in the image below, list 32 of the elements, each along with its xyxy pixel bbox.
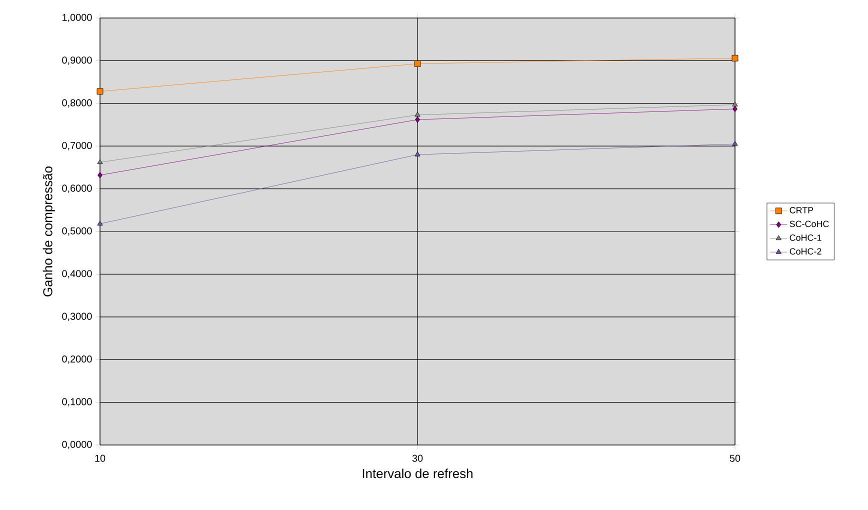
point <box>732 54 738 62</box>
y-tick-label: 0,4000 <box>62 270 92 278</box>
y-tick-label: 1,0000 <box>62 14 92 22</box>
point <box>97 220 103 226</box>
y-axis-title: Ganho de compressão <box>42 166 55 296</box>
y-tick-label: 0,9000 <box>62 56 92 65</box>
point <box>414 60 421 67</box>
legend-label: CoHC-1 <box>790 234 822 241</box>
x-tick-label: 10 <box>95 454 106 462</box>
legend-label: CRTP <box>790 207 814 214</box>
point <box>96 88 104 95</box>
y-tick-label: 0,7000 <box>62 142 92 150</box>
y-tick-label: 0,6000 <box>62 184 92 193</box>
point <box>414 151 420 156</box>
y-tick-label: 0,8000 <box>62 99 92 108</box>
point <box>97 159 103 164</box>
y-tick-label: 0,3000 <box>62 312 92 322</box>
point <box>732 106 738 112</box>
point <box>414 112 420 117</box>
y-tick-label: 0,5000 <box>62 227 92 236</box>
point <box>98 172 102 178</box>
y-tick-label: 0,1000 <box>62 398 92 406</box>
point <box>415 116 420 123</box>
x-axis-title: Intervalo de refresh <box>362 468 472 478</box>
y-tick-label: 0,2000 <box>62 355 92 364</box>
legend-label: CoHC-2 <box>790 248 822 255</box>
point <box>732 140 738 146</box>
y-tick-label: 0,0000 <box>62 440 92 450</box>
x-tick-label: 30 <box>412 454 423 462</box>
legend-label: SC-CoHC <box>790 220 829 228</box>
point <box>732 101 738 106</box>
x-tick-label: 50 <box>730 454 740 462</box>
